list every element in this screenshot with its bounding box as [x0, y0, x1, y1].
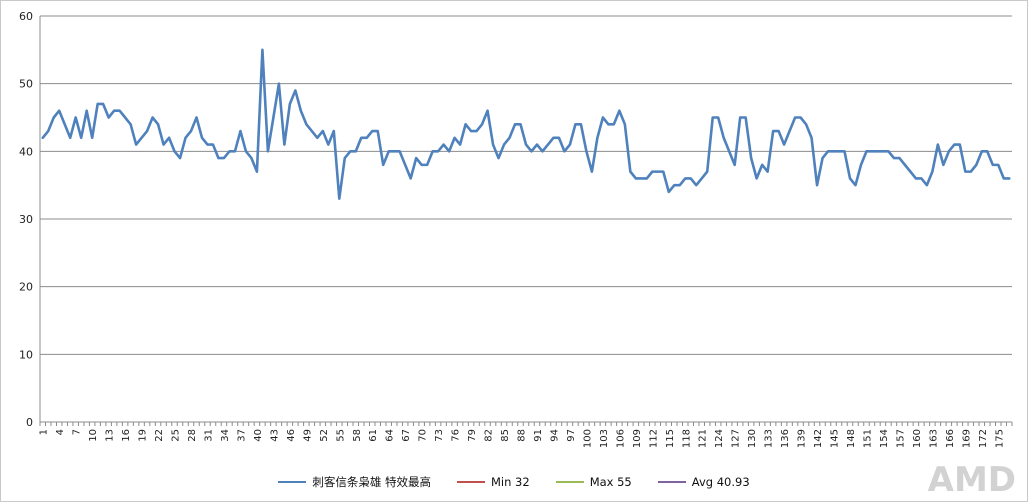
x-tick-label-91: 91 — [533, 429, 544, 442]
x-tick-label-85: 85 — [500, 429, 511, 442]
x-tick-label-94: 94 — [549, 429, 560, 442]
x-tick-label-13: 13 — [105, 429, 116, 442]
x-tick-label-115: 115 — [665, 429, 676, 448]
y-tick-label-20: 20 — [19, 281, 33, 294]
x-tick-label-16: 16 — [121, 429, 132, 442]
x-tick-label-175: 175 — [994, 429, 1005, 448]
amd-logo: AMD — [927, 460, 1016, 500]
legend-item-series-1: 刺客信条枭雄 特效最高 — [278, 474, 431, 490]
legend-swatch-series-1 — [278, 481, 307, 483]
x-tick-label-157: 157 — [895, 429, 906, 448]
x-tick-label-142: 142 — [813, 429, 824, 448]
legend-label-series-1: 刺客信条枭雄 特效最高 — [312, 475, 431, 489]
x-tick-label-37: 37 — [236, 429, 247, 442]
legend: 刺客信条枭雄 特效最高 Min 32 Max 55 Avg 40.93 — [0, 470, 1028, 494]
x-tick-label-70: 70 — [418, 429, 429, 442]
x-tick-label-124: 124 — [714, 429, 725, 448]
x-tick-label-4: 4 — [55, 429, 66, 435]
x-tick-label-160: 160 — [912, 429, 923, 448]
legend-item-avg: Avg 40.93 — [657, 475, 750, 489]
x-tick-label-28: 28 — [187, 429, 198, 442]
legend-item-max: Max 55 — [555, 475, 632, 489]
legend-swatch-avg — [657, 481, 686, 483]
x-tick-label-97: 97 — [566, 429, 577, 442]
x-tick-label-151: 151 — [862, 429, 873, 448]
legend-label-min: Min 32 — [490, 475, 530, 489]
y-tick-label-60: 60 — [19, 10, 33, 23]
x-tick-label-148: 148 — [846, 429, 857, 448]
x-tick-label-79: 79 — [467, 429, 478, 442]
x-tick-label-136: 136 — [780, 429, 791, 448]
x-tick-label-73: 73 — [434, 429, 445, 442]
x-tick-label-1: 1 — [39, 429, 50, 435]
legend-swatch-max — [555, 481, 584, 483]
x-tick-label-58: 58 — [352, 429, 363, 442]
x-tick-label-22: 22 — [154, 429, 165, 442]
y-tick-label-30: 30 — [19, 213, 33, 226]
legend-item-min: Min 32 — [456, 475, 530, 489]
x-tick-label-118: 118 — [681, 429, 692, 448]
x-tick-label-34: 34 — [220, 429, 231, 442]
x-tick-label-121: 121 — [698, 429, 709, 448]
x-tick-label-133: 133 — [764, 429, 775, 448]
x-tick-label-43: 43 — [269, 429, 280, 442]
x-tick-label-67: 67 — [401, 429, 412, 442]
x-tick-label-106: 106 — [615, 429, 626, 448]
y-tick-label-10: 10 — [19, 348, 33, 361]
x-tick-label-154: 154 — [879, 429, 890, 448]
legend-swatch-min — [456, 481, 485, 483]
x-tick-label-7: 7 — [72, 429, 83, 435]
x-tick-label-19: 19 — [138, 429, 149, 442]
x-tick-label-55: 55 — [335, 429, 346, 442]
x-tick-label-127: 127 — [731, 429, 742, 448]
x-tick-label-130: 130 — [747, 429, 758, 448]
x-tick-label-82: 82 — [484, 429, 495, 442]
x-tick-label-145: 145 — [830, 429, 841, 448]
x-tick-label-169: 169 — [961, 429, 972, 448]
x-tick-label-166: 166 — [945, 429, 956, 448]
x-tick-label-100: 100 — [582, 429, 593, 448]
x-tick-label-64: 64 — [385, 429, 396, 442]
y-tick-label-50: 50 — [19, 78, 33, 91]
x-tick-label-40: 40 — [253, 429, 264, 442]
legend-label-max: Max 55 — [589, 475, 632, 489]
x-tick-label-103: 103 — [599, 429, 610, 448]
legend-label-avg: Avg 40.93 — [691, 475, 750, 489]
x-tick-label-163: 163 — [928, 429, 939, 448]
x-tick-label-46: 46 — [286, 429, 297, 442]
series-line-1 — [41, 48, 1011, 200]
x-tick-label-10: 10 — [88, 429, 99, 442]
x-tick-label-25: 25 — [171, 429, 182, 442]
x-tick-label-172: 172 — [978, 429, 989, 448]
x-tick-label-49: 49 — [302, 429, 313, 442]
x-tick-label-88: 88 — [517, 429, 528, 442]
x-tick-label-61: 61 — [368, 429, 379, 442]
x-tick-label-31: 31 — [203, 429, 214, 442]
y-tick-label-0: 0 — [26, 416, 33, 429]
x-tick-label-112: 112 — [648, 429, 659, 448]
x-tick-label-52: 52 — [319, 429, 330, 442]
x-tick-label-139: 139 — [797, 429, 808, 448]
x-tick-label-109: 109 — [632, 429, 643, 448]
y-tick-label-40: 40 — [19, 145, 33, 158]
x-tick-label-76: 76 — [451, 429, 462, 442]
